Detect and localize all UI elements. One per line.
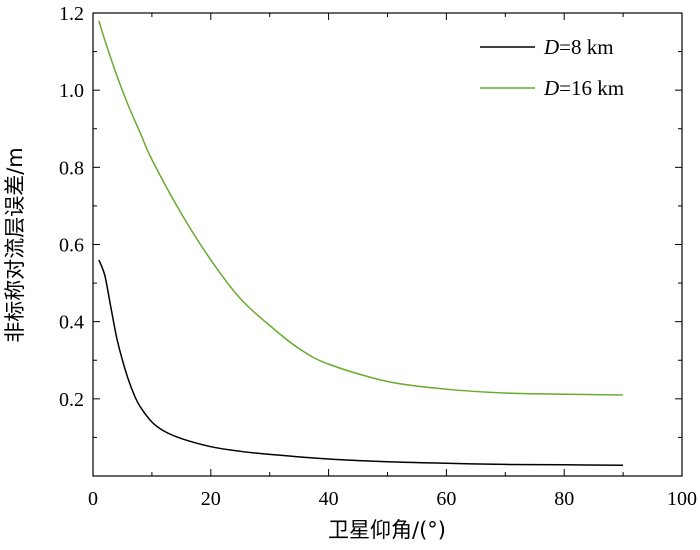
y-tick-label: 1.0 xyxy=(59,80,84,102)
series-line-d16km xyxy=(98,20,624,396)
y-axis-title: 非标称对流层误差/m xyxy=(3,147,27,343)
x-tick-label: 80 xyxy=(554,488,574,510)
legend-entry-label: D=16 km xyxy=(543,76,624,100)
y-tick-label: 0.6 xyxy=(59,235,84,257)
x-tick-label: 60 xyxy=(436,488,456,510)
y-tick-label: 0.8 xyxy=(59,157,84,179)
y-axis-ticks: 0.2 0.4 0.6 0.8 1.0 1.2 xyxy=(59,3,682,438)
y-tick-label: 1.2 xyxy=(59,3,84,25)
series-layer xyxy=(98,20,624,466)
x-axis-title: 卫星仰角/(°) xyxy=(328,518,446,542)
y-tick-label: 0.2 xyxy=(59,389,84,411)
legend: D=8 km D=16 km xyxy=(480,35,624,100)
x-tick-label: 100 xyxy=(667,488,697,510)
x-tick-label: 20 xyxy=(201,488,221,510)
legend-entry-label: D=8 km xyxy=(543,35,614,59)
series-line-d8km xyxy=(98,259,624,466)
x-axis-ticks: 0 20 40 60 80 100 xyxy=(88,13,697,510)
y-tick-label: 0.4 xyxy=(59,312,84,334)
x-tick-label: 0 xyxy=(88,488,98,510)
x-tick-label: 40 xyxy=(319,488,339,510)
